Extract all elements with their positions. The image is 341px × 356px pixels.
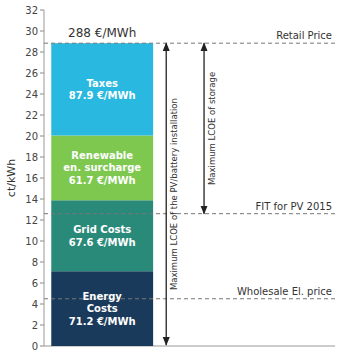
y-tick-label: 10 (25, 236, 38, 247)
reference-line-label: Wholesale El. price (237, 286, 332, 297)
segment-labels: EnergyCosts71.2 €/MWh Grid Costs67.6 €/MW… (63, 78, 141, 327)
y-tick-label: 14 (25, 194, 38, 205)
y-tick (40, 346, 44, 347)
y-tick (40, 220, 44, 221)
y-axis-line (44, 10, 45, 346)
y-tick-label: 32 (25, 5, 38, 16)
y-tick (40, 52, 44, 53)
y-tick-label: 12 (25, 215, 38, 226)
reference-line (44, 213, 335, 214)
arrow-label: Maximum LCOE of storage (207, 72, 217, 185)
y-tick (40, 178, 44, 179)
y-tick (40, 10, 44, 11)
y-tick (40, 94, 44, 95)
segment-label: Taxes87.9 €/MWh (69, 78, 136, 102)
y-axis: 02468101214161820222426283032 (25, 5, 335, 352)
range-arrow (166, 43, 167, 345)
reference-line (44, 43, 335, 44)
y-tick-label: 26 (25, 68, 38, 79)
y-tick-label: 0 (32, 341, 38, 352)
y-tick-label: 30 (25, 26, 38, 37)
y-tick-label: 16 (25, 173, 38, 184)
y-tick-label: 20 (25, 131, 38, 142)
segment-label: Renewableen. surcharge61.7 €/MWh (63, 150, 141, 186)
y-tick-label: 4 (32, 299, 38, 310)
y-tick (40, 325, 44, 326)
y-tick (40, 199, 44, 200)
bar-segment (51, 43, 153, 135)
y-tick-label: 18 (25, 152, 38, 163)
y-tick-label: 22 (25, 110, 38, 121)
chart: 02468101214161820222426283032ct/kWhEnerg… (0, 0, 341, 356)
y-tick (40, 31, 44, 32)
y-tick-label: 28 (25, 47, 38, 58)
y-tick (40, 115, 44, 116)
y-tick (40, 241, 44, 242)
annotations: Wholesale El. price FIT for PV 2015 Retail… (169, 30, 332, 297)
segment-label: EnergyCosts71.2 €/MWh (69, 291, 136, 327)
plot-area (44, 43, 335, 346)
segment-label: Grid Costs67.6 €/MWh (69, 224, 136, 248)
y-tick (40, 157, 44, 158)
bar-segment (51, 271, 153, 346)
y-tick (40, 262, 44, 263)
bar-segment (51, 135, 153, 200)
y-axis-label: ct/kWh (5, 159, 18, 197)
y-tick (40, 136, 44, 137)
y-tick (40, 304, 44, 305)
bar-segment (51, 200, 153, 271)
title: 288 €/MWh (68, 26, 136, 40)
reference-line-label: Retail Price (276, 30, 332, 41)
y-tick (40, 73, 44, 74)
range-arrow (203, 43, 204, 214)
y-tick-label: 6 (32, 278, 38, 289)
reference-line-label: FIT for PV 2015 (256, 201, 332, 212)
y-tick-label: 2 (32, 320, 38, 331)
y-tick-label: 8 (32, 257, 38, 268)
y-tick-label: 24 (25, 89, 38, 100)
y-tick (40, 283, 44, 284)
arrow-label: Maximum LCOE of the PV/battery installat… (169, 98, 179, 290)
